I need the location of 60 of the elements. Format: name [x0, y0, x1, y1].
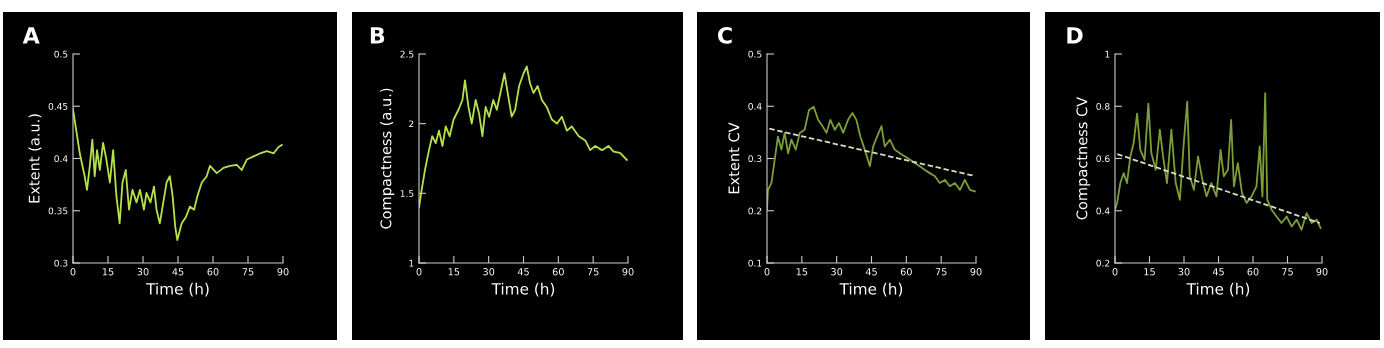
chart-title: D — [1067, 27, 1083, 44]
y-tick-label: 0.4 — [1096, 207, 1110, 215]
x-tick-label: 15 — [796, 268, 808, 276]
y-tick-label: 0.3 — [54, 259, 68, 267]
x-tick-label: 30 — [137, 268, 149, 276]
x-tick-label: 60 — [1247, 268, 1259, 276]
chart-title: A — [22, 27, 40, 44]
y-tick-label: 0.1 — [748, 259, 762, 267]
chart-title: B — [370, 27, 385, 44]
x-axis-title: Time (h) — [839, 282, 903, 297]
line-series — [1115, 92, 1322, 231]
x-tick-label: 90 — [277, 268, 289, 276]
chart-title: C — [717, 26, 732, 44]
x-tick-label: 15 — [448, 268, 460, 276]
y-tick-label: 0.6 — [1096, 155, 1110, 163]
y-tick-label: 1 — [409, 259, 414, 267]
x-tick-label: 75 — [1282, 268, 1293, 276]
y-tick-label: 0.8 — [1096, 102, 1110, 110]
x-tick-label: 90 — [622, 268, 634, 276]
x-tick-label: 60 — [900, 268, 912, 276]
x-tick-label: 75 — [935, 268, 947, 276]
x-tick-label: 0 — [70, 268, 76, 276]
x-tick-label: 90 — [1316, 268, 1328, 276]
x-tick-label: 0 — [764, 268, 770, 276]
y-tick-label: 0.5 — [748, 50, 762, 58]
x-tick-label: 15 — [1144, 268, 1155, 276]
x-tick-label: 0 — [1112, 268, 1118, 276]
x-tick-label: 45 — [865, 268, 877, 276]
y-tick-label: 0.35 — [48, 207, 68, 215]
x-axis-title: Time (h) — [1186, 282, 1250, 297]
y-tick-label: 0.2 — [748, 207, 762, 215]
y-tick-label: 2 — [409, 120, 414, 128]
x-tick-label: 15 — [102, 268, 114, 276]
y-axis-title: Extent (a.u.) — [28, 114, 42, 203]
y-axis-title: Compactness CV — [1076, 96, 1091, 220]
x-tick-label: 0 — [416, 268, 422, 276]
x-tick-label: 45 — [172, 268, 184, 276]
y-tick-label: 0.3 — [748, 155, 762, 163]
x-tick-label: 75 — [587, 268, 599, 276]
x-tick-label: 30 — [483, 268, 495, 276]
y-tick-label: 1.5 — [400, 190, 414, 197]
x-axis-title: Time (h) — [491, 282, 555, 297]
x-tick-label: 75 — [242, 268, 254, 276]
x-tick-label: 45 — [517, 268, 529, 276]
x-tick-label: 60 — [552, 268, 564, 276]
y-tick-label: 0.4 — [54, 155, 68, 163]
x-tick-label: 45 — [1212, 268, 1224, 276]
x-tick-label: 30 — [1178, 268, 1190, 276]
x-tick-label: 30 — [831, 268, 843, 276]
y-tick-label: 2.5 — [400, 50, 414, 58]
x-tick-label: 90 — [970, 268, 982, 276]
x-axis-title: Time (h) — [146, 282, 209, 297]
x-tick-label: 60 — [207, 268, 219, 276]
y-tick-label: 1 — [1105, 50, 1110, 58]
y-tick-label: 0.5 — [54, 50, 68, 58]
y-tick-label: 0.45 — [48, 102, 68, 110]
y-axis-title: Compactness (a.u.) — [380, 88, 395, 229]
y-tick-label: 0.2 — [1096, 259, 1110, 267]
y-tick-label: 0.4 — [748, 102, 762, 110]
y-axis-title: Extent CV — [728, 122, 740, 194]
